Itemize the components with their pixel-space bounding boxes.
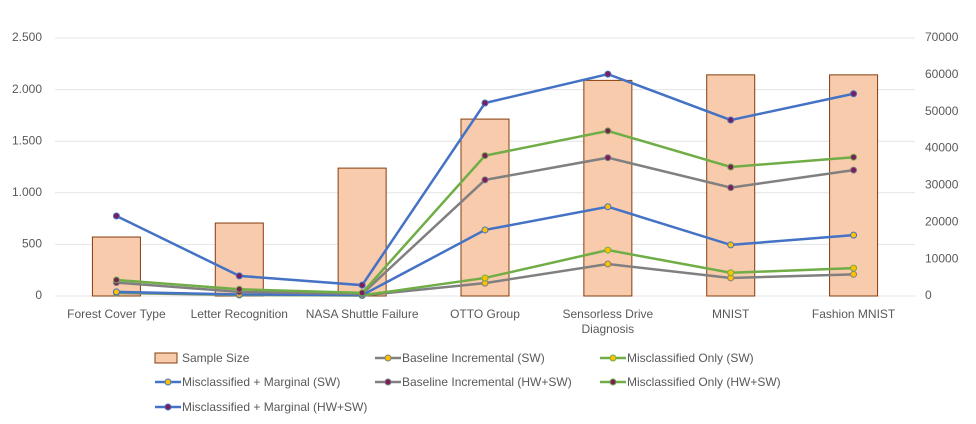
marker <box>727 184 735 192</box>
marker <box>727 241 735 249</box>
marker <box>604 203 612 211</box>
legend-marker <box>609 354 617 362</box>
legend-marker <box>164 378 172 386</box>
bar <box>829 74 879 297</box>
marker <box>358 281 366 289</box>
marker <box>850 166 858 174</box>
y2-tick-label: 40000 <box>925 141 959 155</box>
marker <box>112 276 120 284</box>
legend-label: Baseline Incremental (SW) <box>402 351 545 365</box>
x-tick-label: Letter Recognition <box>190 307 288 321</box>
y2-tick-label: 70000 <box>925 30 959 44</box>
marker <box>481 99 489 107</box>
marker <box>850 231 858 239</box>
marker <box>604 260 612 268</box>
marker <box>481 226 489 234</box>
marker <box>235 285 243 293</box>
marker <box>112 212 120 220</box>
x-tick-label: NASA Shuttle Failure <box>305 307 419 321</box>
marker <box>481 152 489 160</box>
y-tick-label: 500 <box>22 237 42 251</box>
marker <box>235 272 243 280</box>
y2-tick-label: 30000 <box>925 178 959 192</box>
legend-marker <box>609 378 617 386</box>
legend-swatch <box>154 352 178 364</box>
marker <box>481 274 489 282</box>
x-tick-label: OTTO Group <box>450 307 520 321</box>
y-tick-label: 2.000 <box>12 82 42 96</box>
marker <box>604 127 612 135</box>
legend-label: Misclassified + Marginal (HW+SW) <box>182 400 368 414</box>
marker <box>727 116 735 124</box>
x-tick-label: Fashion MNIST <box>811 307 896 321</box>
marker <box>604 154 612 162</box>
y2-tick-label: 0 <box>925 288 932 302</box>
y2-tick-label: 50000 <box>925 104 959 118</box>
marker <box>850 264 858 272</box>
marker <box>850 90 858 98</box>
y2-tick-label: 10000 <box>925 251 959 265</box>
marker <box>481 176 489 184</box>
marker <box>850 270 858 278</box>
y2-tick-label: 60000 <box>925 67 959 81</box>
legend-marker <box>384 378 392 386</box>
bar <box>583 79 633 297</box>
y-tick-label: 1.000 <box>12 185 42 199</box>
marker <box>727 163 735 171</box>
bar <box>91 236 141 297</box>
bar <box>460 118 510 297</box>
x-tick-label: Sensorless Drive Diagnosis <box>562 307 654 336</box>
x-tick-label: MNIST <box>712 307 750 321</box>
legend-marker <box>164 403 172 411</box>
marker <box>850 153 858 161</box>
legend-label: Misclassified + Marginal (SW) <box>182 375 341 389</box>
y2-tick-label: 20000 <box>925 214 959 228</box>
marker <box>727 269 735 277</box>
bar <box>214 222 264 297</box>
legend-label: Sample Size <box>182 351 250 365</box>
marker <box>112 288 120 296</box>
y-tick-label: 1.500 <box>12 133 42 147</box>
y-tick-label: 2.500 <box>12 30 42 44</box>
legend-label: Misclassified Only (HW+SW) <box>627 375 781 389</box>
legend-label: Baseline Incremental (HW+SW) <box>402 375 572 389</box>
marker <box>604 70 612 78</box>
marker <box>358 289 366 297</box>
y-tick-label: 0 <box>35 288 42 302</box>
legend-marker <box>384 354 392 362</box>
x-tick-label: Forest Cover Type <box>67 307 166 321</box>
legend-label: Misclassified Only (SW) <box>627 351 754 365</box>
marker <box>604 246 612 254</box>
